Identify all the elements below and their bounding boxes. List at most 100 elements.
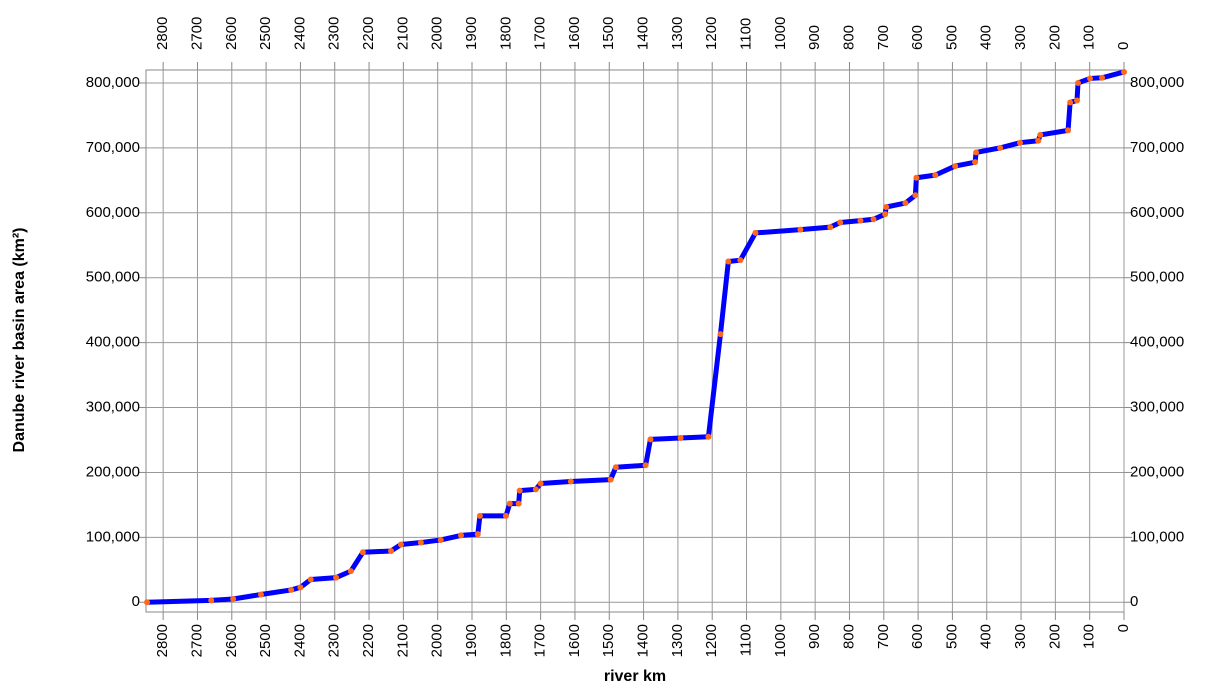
data-point bbox=[1121, 68, 1127, 75]
y-tick-label-right: 700,000 bbox=[1130, 139, 1184, 156]
x-tick-label: 2500 bbox=[257, 624, 274, 657]
data-point bbox=[973, 149, 980, 156]
x-tick-label-top: 2100 bbox=[394, 17, 411, 50]
data-point bbox=[1065, 127, 1072, 134]
data-point bbox=[144, 599, 151, 606]
data-point bbox=[333, 574, 340, 581]
data-point bbox=[437, 536, 444, 543]
x-tick-label: 1600 bbox=[566, 624, 583, 657]
x-axis-title: river km bbox=[604, 668, 666, 685]
x-tick-label-top: 1500 bbox=[600, 17, 617, 50]
x-tick-label-top: 1700 bbox=[532, 17, 549, 50]
data-point bbox=[515, 500, 522, 507]
data-point bbox=[347, 568, 354, 575]
x-tick-label-top: 1600 bbox=[566, 17, 583, 50]
data-point bbox=[997, 144, 1004, 151]
data-point bbox=[288, 586, 295, 593]
y-tick-label-right: 100,000 bbox=[1130, 528, 1184, 545]
x-tick-label: 300 bbox=[1012, 624, 1029, 649]
x-tick-label-top: 300 bbox=[1012, 25, 1029, 50]
data-point bbox=[537, 480, 544, 487]
x-tick-label-top: 0 bbox=[1115, 42, 1132, 50]
data-point bbox=[1075, 79, 1082, 86]
x-tick-label-top: 200 bbox=[1046, 25, 1063, 50]
y-tick-label: 500,000 bbox=[86, 269, 140, 286]
data-point bbox=[612, 464, 619, 471]
data-point bbox=[857, 217, 864, 224]
x-tick-label: 600 bbox=[909, 624, 926, 649]
data-point bbox=[932, 172, 939, 179]
x-tick-label-top: 2200 bbox=[360, 17, 377, 50]
x-tick-label-top: 500 bbox=[943, 25, 960, 50]
x-tick-label: 1100 bbox=[737, 624, 754, 656]
x-tick-label: 2000 bbox=[429, 624, 446, 657]
x-tick-label-top: 900 bbox=[806, 25, 823, 50]
data-point bbox=[705, 433, 712, 440]
data-point bbox=[972, 159, 979, 166]
data-point bbox=[1087, 75, 1094, 82]
data-point bbox=[725, 258, 732, 265]
y-tick-label-right: 200,000 bbox=[1130, 463, 1184, 480]
y-tick-label: 300,000 bbox=[86, 399, 140, 416]
data-point bbox=[883, 203, 890, 210]
data-point bbox=[417, 539, 424, 546]
x-tick-label: 1300 bbox=[669, 624, 686, 657]
data-point bbox=[902, 200, 909, 207]
x-tick-label-top: 1100 bbox=[737, 18, 754, 50]
x-tick-label-top: 1800 bbox=[497, 17, 514, 50]
y-tick-label-right: 800,000 bbox=[1130, 74, 1184, 91]
x-tick-label: 1200 bbox=[703, 624, 720, 657]
x-tick-label-top: 2600 bbox=[223, 17, 240, 50]
data-point bbox=[952, 163, 959, 170]
y-tick-label: 200,000 bbox=[86, 463, 140, 480]
x-tick-label: 2400 bbox=[291, 624, 308, 657]
y-tick-label-right: 400,000 bbox=[1130, 334, 1184, 351]
y-tick-label-right: 500,000 bbox=[1130, 269, 1184, 286]
data-point bbox=[257, 591, 264, 598]
data-point bbox=[912, 192, 919, 199]
x-tick-label: 1400 bbox=[635, 624, 652, 657]
x-tick-label: 2300 bbox=[326, 624, 343, 657]
data-point bbox=[230, 596, 237, 603]
x-tick-label-top: 2300 bbox=[326, 17, 343, 50]
data-point bbox=[717, 331, 724, 338]
data-point bbox=[532, 486, 539, 493]
data-point bbox=[752, 229, 759, 236]
x-tick-label: 500 bbox=[943, 624, 960, 649]
x-tick-label-top: 1000 bbox=[772, 17, 789, 50]
x-tick-label: 800 bbox=[840, 624, 857, 649]
data-point bbox=[607, 476, 614, 483]
data-point bbox=[737, 257, 744, 264]
y-tick-label: 400,000 bbox=[86, 334, 140, 351]
data-point bbox=[827, 224, 834, 231]
data-point bbox=[359, 549, 366, 556]
data-point bbox=[882, 211, 889, 218]
x-tick-label: 1800 bbox=[497, 624, 514, 657]
data-point bbox=[567, 478, 574, 485]
data-point bbox=[677, 435, 684, 442]
data-point bbox=[1017, 139, 1024, 146]
x-tick-label: 400 bbox=[978, 624, 995, 649]
data-point bbox=[506, 500, 513, 507]
data-point bbox=[458, 532, 465, 539]
x-tick-label-top: 2700 bbox=[188, 17, 205, 50]
data-point bbox=[297, 584, 304, 591]
y-tick-label: 600,000 bbox=[86, 204, 140, 221]
data-point bbox=[502, 512, 509, 519]
x-tick-label: 2100 bbox=[394, 624, 411, 657]
data-point bbox=[474, 531, 481, 538]
x-tick-label-top: 1200 bbox=[703, 17, 720, 50]
x-tick-label: 0 bbox=[1115, 624, 1132, 632]
x-tick-label-top: 2500 bbox=[257, 17, 274, 50]
data-point bbox=[307, 576, 314, 583]
data-point bbox=[208, 597, 215, 604]
data-point bbox=[837, 219, 844, 226]
y-tick-label-right: 300,000 bbox=[1130, 399, 1184, 416]
y-tick-label-right: 0 bbox=[1130, 593, 1138, 610]
x-tick-label-top: 800 bbox=[840, 25, 857, 50]
data-point bbox=[797, 226, 804, 233]
x-tick-label: 900 bbox=[806, 624, 823, 649]
x-tick-label-top: 400 bbox=[978, 25, 995, 50]
data-point bbox=[516, 487, 523, 494]
